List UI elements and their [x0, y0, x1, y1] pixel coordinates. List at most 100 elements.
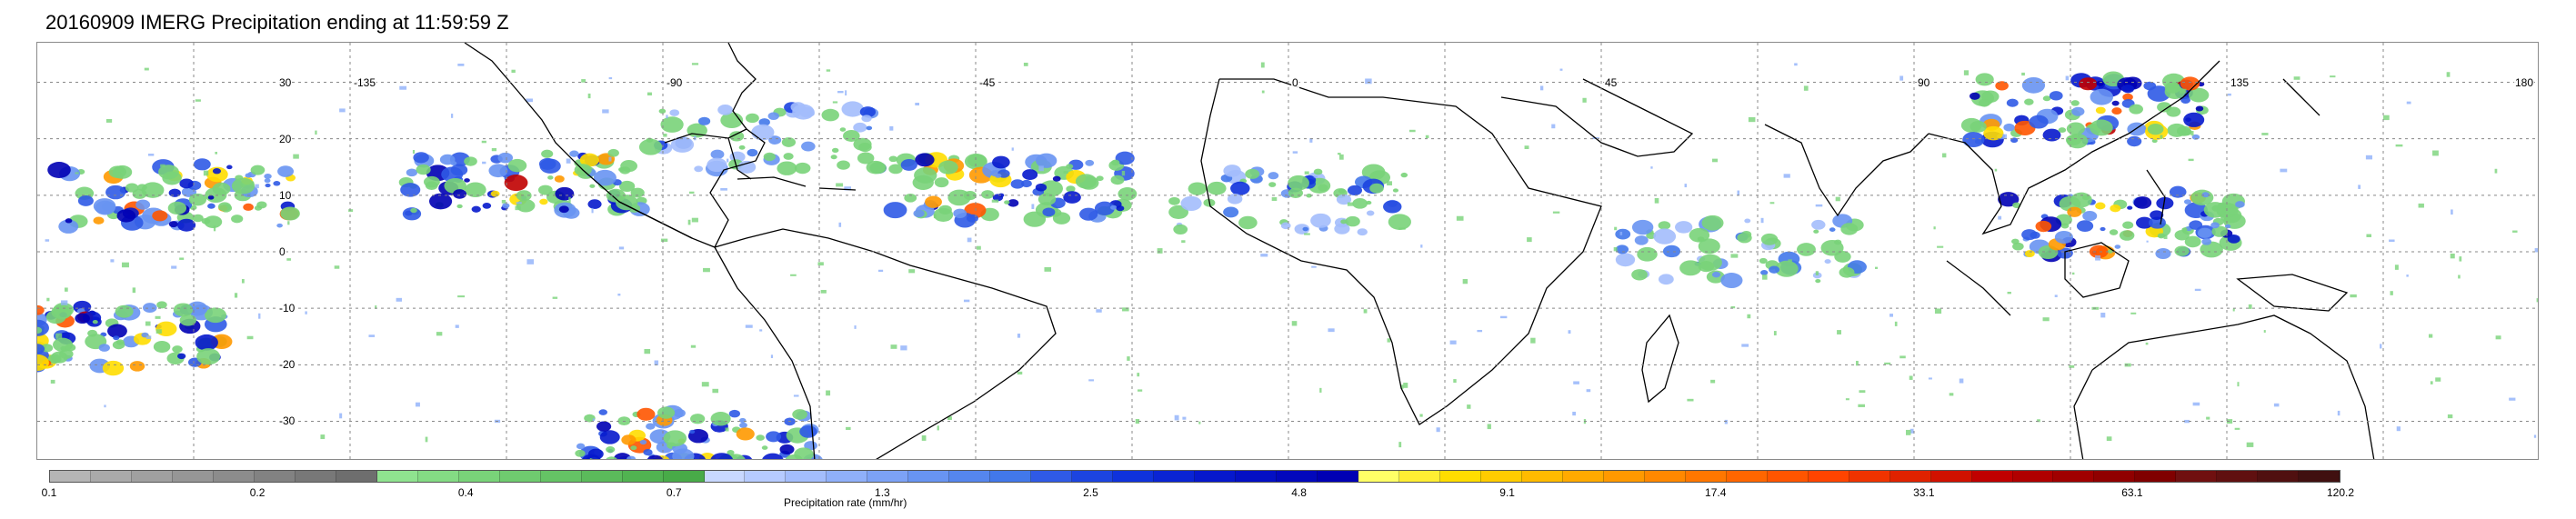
- precip-cell: [1747, 314, 1751, 319]
- precip-cell: [587, 199, 602, 209]
- colorbar-swatch: [1277, 471, 1318, 482]
- precip-cell: [2021, 229, 2038, 241]
- precip-cell: [2127, 205, 2133, 210]
- precip-cell: [491, 147, 497, 152]
- precip-cell: [1741, 344, 1749, 347]
- lat-label: 20: [278, 132, 293, 145]
- precip-cell: [1884, 362, 1891, 364]
- precip-cell: [2365, 155, 2373, 160]
- precipitation-map[interactable]: 30 20 10 0 -10 -20 -30 -135 -90 -45 0 45 90 135 180: [36, 42, 2539, 460]
- precip-cell: [1085, 159, 1095, 166]
- precip-cell: [264, 174, 272, 179]
- precip-cell: [1949, 393, 1954, 396]
- precip-cell: [1775, 260, 1799, 277]
- colorbar-swatch: [2176, 471, 2218, 482]
- precip-cell: [53, 337, 74, 353]
- precip-cell: [745, 113, 759, 124]
- colorbar-swatch: [376, 471, 418, 482]
- precip-cell: [703, 267, 710, 273]
- precip-cell: [736, 427, 755, 441]
- colorbar-swatch: [1318, 471, 1358, 482]
- precip-cell: [598, 409, 607, 415]
- precip-cell: [953, 208, 967, 218]
- precip-cell: [1586, 389, 1591, 393]
- precip-cell: [690, 414, 706, 424]
- precip-cell: [878, 269, 884, 273]
- precip-cell: [826, 390, 831, 396]
- precip-cell: [976, 245, 981, 250]
- precip-cell: [2235, 201, 2245, 208]
- precip-cell: [320, 434, 326, 440]
- precip-cell: [687, 219, 691, 225]
- precip-cell: [569, 150, 579, 157]
- precip-cell: [2180, 128, 2192, 136]
- precip-cell: [105, 185, 126, 200]
- precip-cell: [148, 154, 155, 156]
- precip-cell: [1168, 205, 1188, 219]
- precip-cell: [739, 422, 747, 429]
- precip-cell: [145, 321, 151, 326]
- colorbar-tick-label: 33.1: [1913, 486, 1935, 499]
- precip-cell: [853, 137, 872, 151]
- precip-cell: [2390, 291, 2393, 295]
- colorbar-tick-label: 63.1: [2121, 486, 2143, 499]
- precip-cell: [889, 125, 894, 131]
- precip-cell: [921, 435, 927, 441]
- precip-cell: [1268, 172, 1279, 180]
- colorbar-swatch: [1439, 471, 1481, 482]
- colorbar-swatch: [1154, 471, 1196, 482]
- precip-cell: [1338, 153, 1341, 155]
- precip-cell: [947, 189, 971, 206]
- precip-cell: [2024, 250, 2035, 257]
- precip-cell: [2358, 185, 2361, 189]
- precip-cell: [821, 108, 839, 122]
- precip-cell: [2071, 106, 2085, 116]
- precip-cell: [51, 304, 72, 320]
- precip-cell: [2095, 106, 2106, 115]
- precip-cell: [2007, 292, 2011, 294]
- precip-cell: [276, 223, 283, 228]
- precip-cell: [2432, 150, 2439, 156]
- precip-cell: [2180, 76, 2200, 91]
- precip-cell: [539, 158, 561, 174]
- precip-cell: [621, 434, 636, 445]
- precip-cell: [1573, 381, 1579, 384]
- precip-cell: [2122, 221, 2134, 229]
- precip-cell: [196, 348, 221, 365]
- precip-cell: [2111, 107, 2122, 115]
- colorbar-swatch: [2094, 471, 2136, 482]
- precip-cell: [963, 299, 970, 303]
- coast-sumatra: [1946, 260, 2011, 316]
- precip-cell: [286, 258, 292, 261]
- precip-cell: [900, 159, 917, 171]
- precip-cell: [845, 90, 847, 96]
- precip-cell: [143, 303, 157, 314]
- precip-cell: [2201, 192, 2210, 198]
- precip-cell: [1909, 428, 1914, 434]
- precip-cell: [831, 147, 839, 154]
- precip-cell: [1227, 194, 1243, 205]
- precip-cell: [1365, 78, 1372, 85]
- precip-cell: [2066, 122, 2085, 135]
- precip-cell: [1260, 254, 1268, 257]
- precip-cell: [710, 411, 731, 426]
- precip-cell: [756, 434, 765, 441]
- precip-cell: [1388, 214, 1411, 230]
- precip-cell: [1066, 185, 1076, 193]
- precip-cell: [2261, 133, 2269, 135]
- precip-cell: [2024, 98, 2034, 105]
- precip-cell: [575, 449, 586, 457]
- precip-cell: [770, 354, 774, 358]
- precip-cell: [424, 175, 440, 188]
- precip-cell: [129, 361, 145, 372]
- precip-cell: [215, 152, 218, 155]
- precip-cell: [837, 91, 844, 94]
- precip-cell: [160, 164, 165, 167]
- colorbar-swatch: [1603, 471, 1645, 482]
- precip-cell: [2210, 222, 2220, 229]
- precip-cell: [1679, 260, 1702, 276]
- map-canvas: [37, 43, 2538, 459]
- colorbar-tick-label: 0.1: [41, 486, 57, 499]
- precip-cell: [2190, 131, 2194, 136]
- precip-cell: [526, 98, 533, 103]
